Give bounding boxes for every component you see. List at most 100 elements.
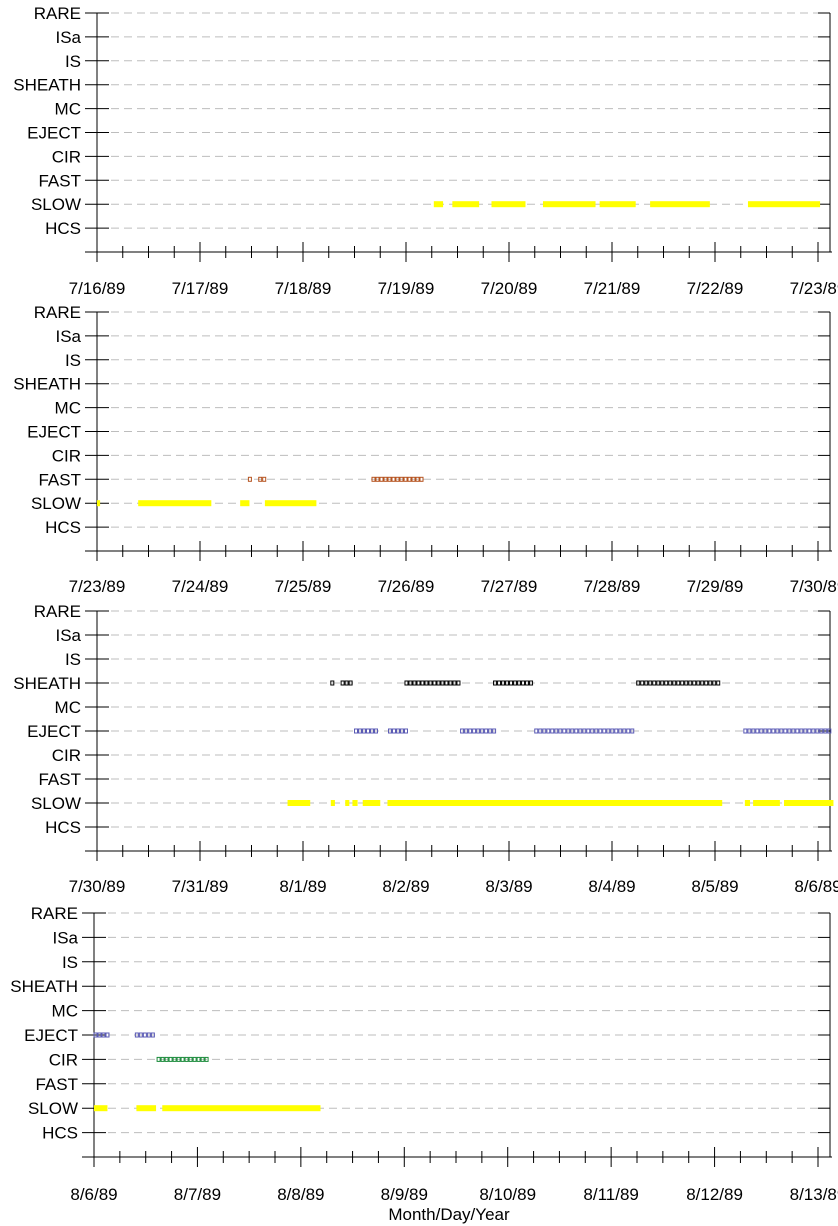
category-label-mc: MC <box>55 100 81 119</box>
date-label: 7/28/89 <box>584 577 641 596</box>
category-label-isa: ISa <box>52 928 78 947</box>
interval-marker <box>176 1056 181 1062</box>
interval-mark-eject <box>354 728 378 734</box>
interval-mark-eject <box>534 728 635 734</box>
interval-marker <box>644 680 649 686</box>
date-label: 8/4/89 <box>588 877 635 896</box>
category-label-is: IS <box>65 650 81 669</box>
interval-marker <box>247 476 252 482</box>
interval-marker <box>648 680 653 686</box>
interval-marker <box>554 728 559 734</box>
interval-marker <box>630 728 635 734</box>
date-label: 7/22/89 <box>687 279 744 298</box>
interval-marker <box>488 728 493 734</box>
interval-marker <box>480 728 485 734</box>
interval-marker <box>811 728 816 734</box>
interval-mark-slow <box>345 800 350 806</box>
interval-marker <box>419 476 424 482</box>
category-label-eject: EJECT <box>27 124 81 143</box>
date-label: 7/19/89 <box>378 279 435 298</box>
category-label-rare: RARE <box>34 4 81 23</box>
interval-marker <box>391 728 396 734</box>
category-label-fast: FAST <box>38 171 81 190</box>
date-label: 8/7/89 <box>174 1185 221 1204</box>
date-label: 7/25/89 <box>275 577 332 596</box>
interval-marker <box>542 728 547 734</box>
category-label-eject: EJECT <box>27 423 81 442</box>
category-label-slow: SLOW <box>31 494 81 513</box>
interval-marker <box>408 680 413 686</box>
category-label-rare: RARE <box>31 904 78 923</box>
interval-mark-cir <box>156 1056 209 1062</box>
date-label: 7/18/89 <box>275 279 332 298</box>
category-label-mc: MC <box>52 1002 78 1021</box>
category-label-hcs: HCS <box>42 1124 78 1143</box>
interval-marker <box>505 680 510 686</box>
interval-mark-slow <box>433 201 444 208</box>
interval-marker <box>180 1056 185 1062</box>
interval-marker <box>688 680 693 686</box>
interval-marker <box>546 728 551 734</box>
interval-marker <box>468 728 473 734</box>
interval-mark-sheath <box>330 680 335 686</box>
category-label-eject: EJECT <box>24 1026 78 1045</box>
category-label-slow: SLOW <box>28 1099 78 1118</box>
category-label-sheath: SHEATH <box>13 674 81 693</box>
interval-marker <box>803 728 808 734</box>
interval-marker <box>188 1056 193 1062</box>
interval-marker <box>358 728 362 734</box>
interval-mark-slow <box>94 1105 108 1112</box>
date-label: 8/10/89 <box>479 1185 536 1204</box>
interval-marker <box>366 728 370 734</box>
interval-marker <box>354 728 358 734</box>
interval-marker <box>610 728 615 734</box>
interval-marker <box>330 680 335 686</box>
category-label-is: IS <box>65 52 81 71</box>
category-label-is: IS <box>65 351 81 370</box>
interval-mark-fast <box>371 476 424 482</box>
interval-marker <box>696 680 701 686</box>
interval-marker <box>472 728 477 734</box>
interval-marker <box>692 680 697 686</box>
date-label: 7/17/89 <box>172 279 229 298</box>
interval-marker <box>590 728 595 734</box>
interval-marker <box>464 728 469 734</box>
date-label: 7/23/89 <box>790 279 838 298</box>
date-label: 7/31/89 <box>172 877 229 896</box>
interval-marker <box>795 728 800 734</box>
interval-marker <box>415 476 420 482</box>
interval-marker <box>184 1056 189 1062</box>
date-label: 8/3/89 <box>485 877 532 896</box>
interval-marker <box>200 1056 205 1062</box>
interval-marker <box>403 476 408 482</box>
date-label: 7/30/89 <box>790 577 838 596</box>
interval-marker <box>399 476 404 482</box>
date-label: 7/27/89 <box>481 577 538 596</box>
category-label-rare: RARE <box>34 303 81 322</box>
interval-mark-fast <box>258 476 267 482</box>
interval-marker <box>460 728 465 734</box>
interval-marker <box>476 728 481 734</box>
category-label-isa: ISa <box>55 28 81 47</box>
category-label-eject: EJECT <box>27 722 81 741</box>
interval-marker <box>513 680 518 686</box>
interval-marker <box>168 1056 173 1062</box>
category-label-mc: MC <box>55 698 81 717</box>
interval-marker <box>362 728 366 734</box>
interval-mark-sheath <box>636 680 721 686</box>
interval-mark-slow <box>387 800 723 806</box>
date-label: 7/20/89 <box>481 279 538 298</box>
interval-marker <box>708 680 713 686</box>
interval-marker <box>538 728 543 734</box>
interval-mark-slow <box>136 1105 157 1112</box>
interval-marker <box>262 476 267 482</box>
interval-marker <box>407 476 412 482</box>
interval-marker <box>521 680 526 686</box>
category-label-sheath: SHEATH <box>13 76 81 95</box>
interval-marker <box>534 728 539 734</box>
interval-marker <box>664 680 669 686</box>
interval-marker <box>755 728 760 734</box>
interval-mark-eject <box>743 728 832 734</box>
interval-mark-slow <box>784 800 834 806</box>
interval-marker <box>622 728 627 734</box>
